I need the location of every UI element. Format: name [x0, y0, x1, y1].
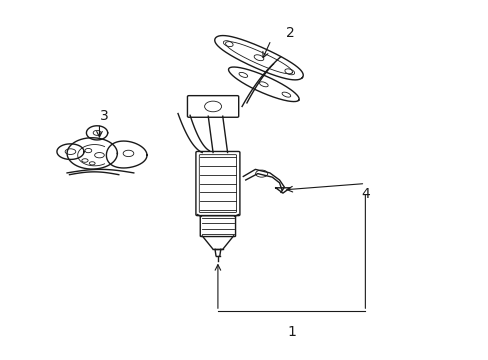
Text: 2: 2	[285, 26, 294, 40]
Text: 3: 3	[100, 109, 108, 123]
Text: 4: 4	[360, 187, 369, 201]
Text: 1: 1	[286, 325, 295, 339]
